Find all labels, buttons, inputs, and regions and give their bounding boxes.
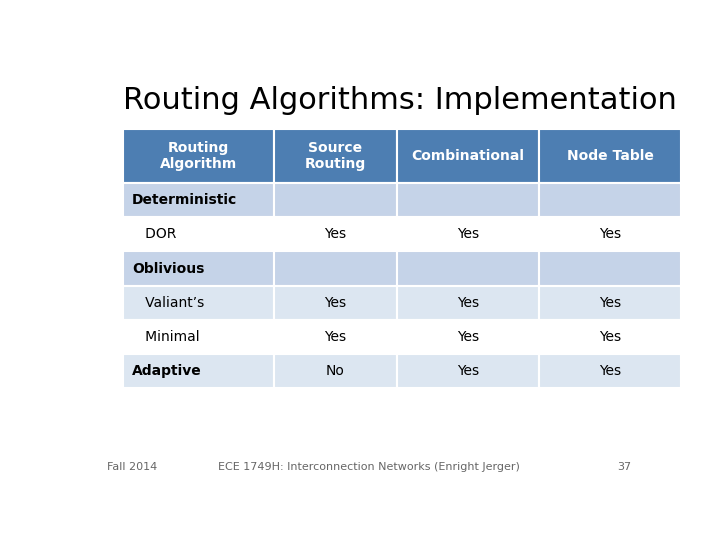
Bar xyxy=(539,218,681,252)
Text: Yes: Yes xyxy=(457,330,479,344)
Text: Yes: Yes xyxy=(599,227,621,241)
Text: ECE 1749H: Interconnection Networks (Enright Jerger): ECE 1749H: Interconnection Networks (Enr… xyxy=(218,462,520,472)
Bar xyxy=(397,286,539,320)
Bar xyxy=(397,252,539,286)
Bar xyxy=(397,218,539,252)
Bar xyxy=(539,354,681,388)
Text: Deterministic: Deterministic xyxy=(132,193,237,207)
Bar xyxy=(397,129,539,183)
Text: Yes: Yes xyxy=(599,295,621,309)
Text: No: No xyxy=(326,364,345,378)
Bar xyxy=(124,354,274,388)
Text: Yes: Yes xyxy=(325,227,346,241)
Bar xyxy=(124,129,274,183)
Text: Yes: Yes xyxy=(457,227,479,241)
Bar xyxy=(274,286,397,320)
Text: Yes: Yes xyxy=(599,330,621,344)
Text: Yes: Yes xyxy=(325,295,346,309)
Bar xyxy=(124,218,274,252)
Text: Combinational: Combinational xyxy=(412,149,525,163)
Bar xyxy=(124,320,274,354)
Bar xyxy=(274,354,397,388)
Bar xyxy=(274,218,397,252)
Text: Yes: Yes xyxy=(457,295,479,309)
Text: Routing
Algorithm: Routing Algorithm xyxy=(160,141,238,171)
Bar xyxy=(539,183,681,218)
Text: Fall 2014: Fall 2014 xyxy=(107,462,157,472)
Text: Routing Algorithms: Implementation: Routing Algorithms: Implementation xyxy=(124,85,678,114)
Bar xyxy=(539,129,681,183)
Text: 37: 37 xyxy=(617,462,631,472)
Text: Node Table: Node Table xyxy=(567,149,654,163)
Text: Valiant’s: Valiant’s xyxy=(132,295,204,309)
Text: Minimal: Minimal xyxy=(132,330,199,344)
Bar xyxy=(539,286,681,320)
Bar xyxy=(274,252,397,286)
Text: Oblivious: Oblivious xyxy=(132,261,204,275)
Bar xyxy=(539,320,681,354)
Bar xyxy=(124,252,274,286)
Text: Adaptive: Adaptive xyxy=(132,364,202,378)
Bar xyxy=(274,183,397,218)
Bar xyxy=(397,354,539,388)
Text: Yes: Yes xyxy=(457,364,479,378)
Bar xyxy=(397,183,539,218)
Text: Yes: Yes xyxy=(599,364,621,378)
Bar xyxy=(274,129,397,183)
Bar xyxy=(397,320,539,354)
Bar xyxy=(539,252,681,286)
Bar xyxy=(124,183,274,218)
Text: DOR: DOR xyxy=(132,227,176,241)
Bar xyxy=(274,320,397,354)
Bar xyxy=(124,286,274,320)
Text: Source
Routing: Source Routing xyxy=(305,141,366,171)
Text: Yes: Yes xyxy=(325,330,346,344)
